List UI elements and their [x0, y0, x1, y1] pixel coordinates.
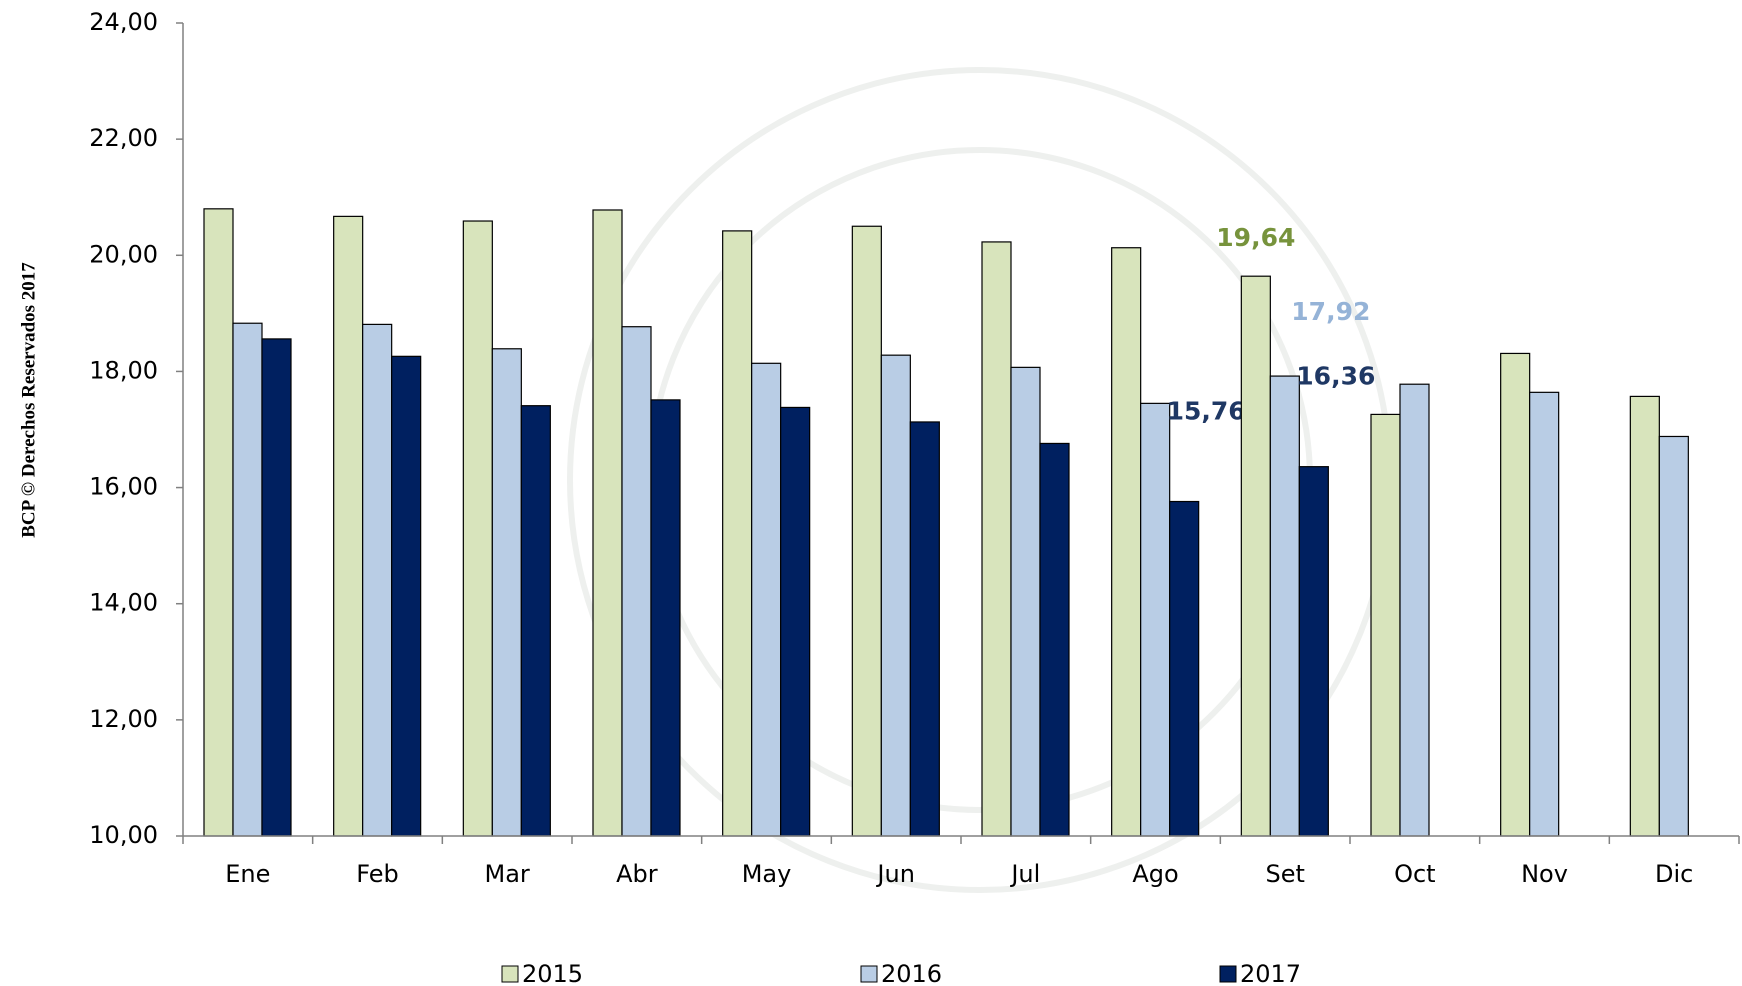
x-tick-label: Feb — [356, 860, 399, 888]
bar — [232, 322, 263, 837]
bar — [880, 354, 911, 837]
y-tick-label: 14,00 — [89, 589, 158, 617]
bar — [391, 355, 422, 837]
bar — [1240, 275, 1271, 837]
data-label: 17,92 — [1291, 297, 1370, 326]
bar — [722, 230, 753, 837]
y-tick-label: 16,00 — [89, 473, 158, 501]
x-tick-label: Ago — [1132, 860, 1178, 888]
bar — [261, 338, 292, 837]
data-label: 16,36 — [1296, 362, 1375, 391]
x-tick-label: Jul — [1009, 860, 1040, 888]
bar — [1169, 500, 1200, 837]
y-tick-label: 24,00 — [89, 8, 158, 36]
bar — [1529, 391, 1560, 837]
bar — [462, 220, 493, 837]
data-label: 15,76 — [1167, 397, 1246, 426]
bar — [1629, 395, 1660, 837]
bar — [520, 405, 551, 837]
bar — [1111, 247, 1142, 837]
bar — [333, 215, 364, 837]
x-tick-label: Mar — [485, 860, 530, 888]
bar — [751, 362, 782, 837]
bar — [1039, 442, 1070, 837]
legend-swatch — [501, 965, 519, 983]
bar — [1370, 413, 1401, 837]
bar — [491, 348, 522, 837]
bar — [1500, 352, 1531, 837]
bar — [780, 406, 811, 837]
bar — [362, 323, 393, 837]
y-tick-label: 22,00 — [89, 124, 158, 152]
legend-label: 2015 — [522, 960, 583, 986]
bar — [621, 326, 652, 837]
data-label: 19,64 — [1216, 223, 1295, 252]
x-tick-label: Dic — [1655, 860, 1693, 888]
bar — [1658, 435, 1689, 837]
x-tick-label: Abr — [616, 860, 658, 888]
bar — [203, 208, 234, 837]
legend-swatch — [1219, 965, 1237, 983]
y-tick-label: 12,00 — [89, 705, 158, 733]
side-note: BCP © Derechos Reservados 2017 — [18, 262, 39, 538]
bar — [981, 241, 1012, 837]
bar — [1298, 466, 1329, 837]
bar — [1399, 383, 1430, 837]
bar — [650, 399, 681, 837]
legend-label: 2017 — [1240, 960, 1301, 986]
x-tick-label: May — [742, 860, 792, 888]
bar — [1140, 402, 1171, 837]
bar — [1269, 375, 1300, 837]
bar — [592, 209, 623, 837]
legend-label: 2016 — [881, 960, 942, 986]
legend-swatch — [860, 965, 878, 983]
bar — [1010, 366, 1041, 837]
x-tick-label: Oct — [1394, 860, 1436, 888]
x-tick-label: Jun — [875, 860, 915, 888]
x-tick-label: Nov — [1521, 860, 1568, 888]
y-tick-label: 18,00 — [89, 356, 158, 384]
y-tick-label: 10,00 — [89, 821, 158, 849]
x-tick-label: Set — [1265, 860, 1304, 888]
x-tick-label: Ene — [225, 860, 270, 888]
y-tick-label: 20,00 — [89, 240, 158, 268]
bar — [851, 225, 882, 837]
bar — [909, 421, 940, 837]
